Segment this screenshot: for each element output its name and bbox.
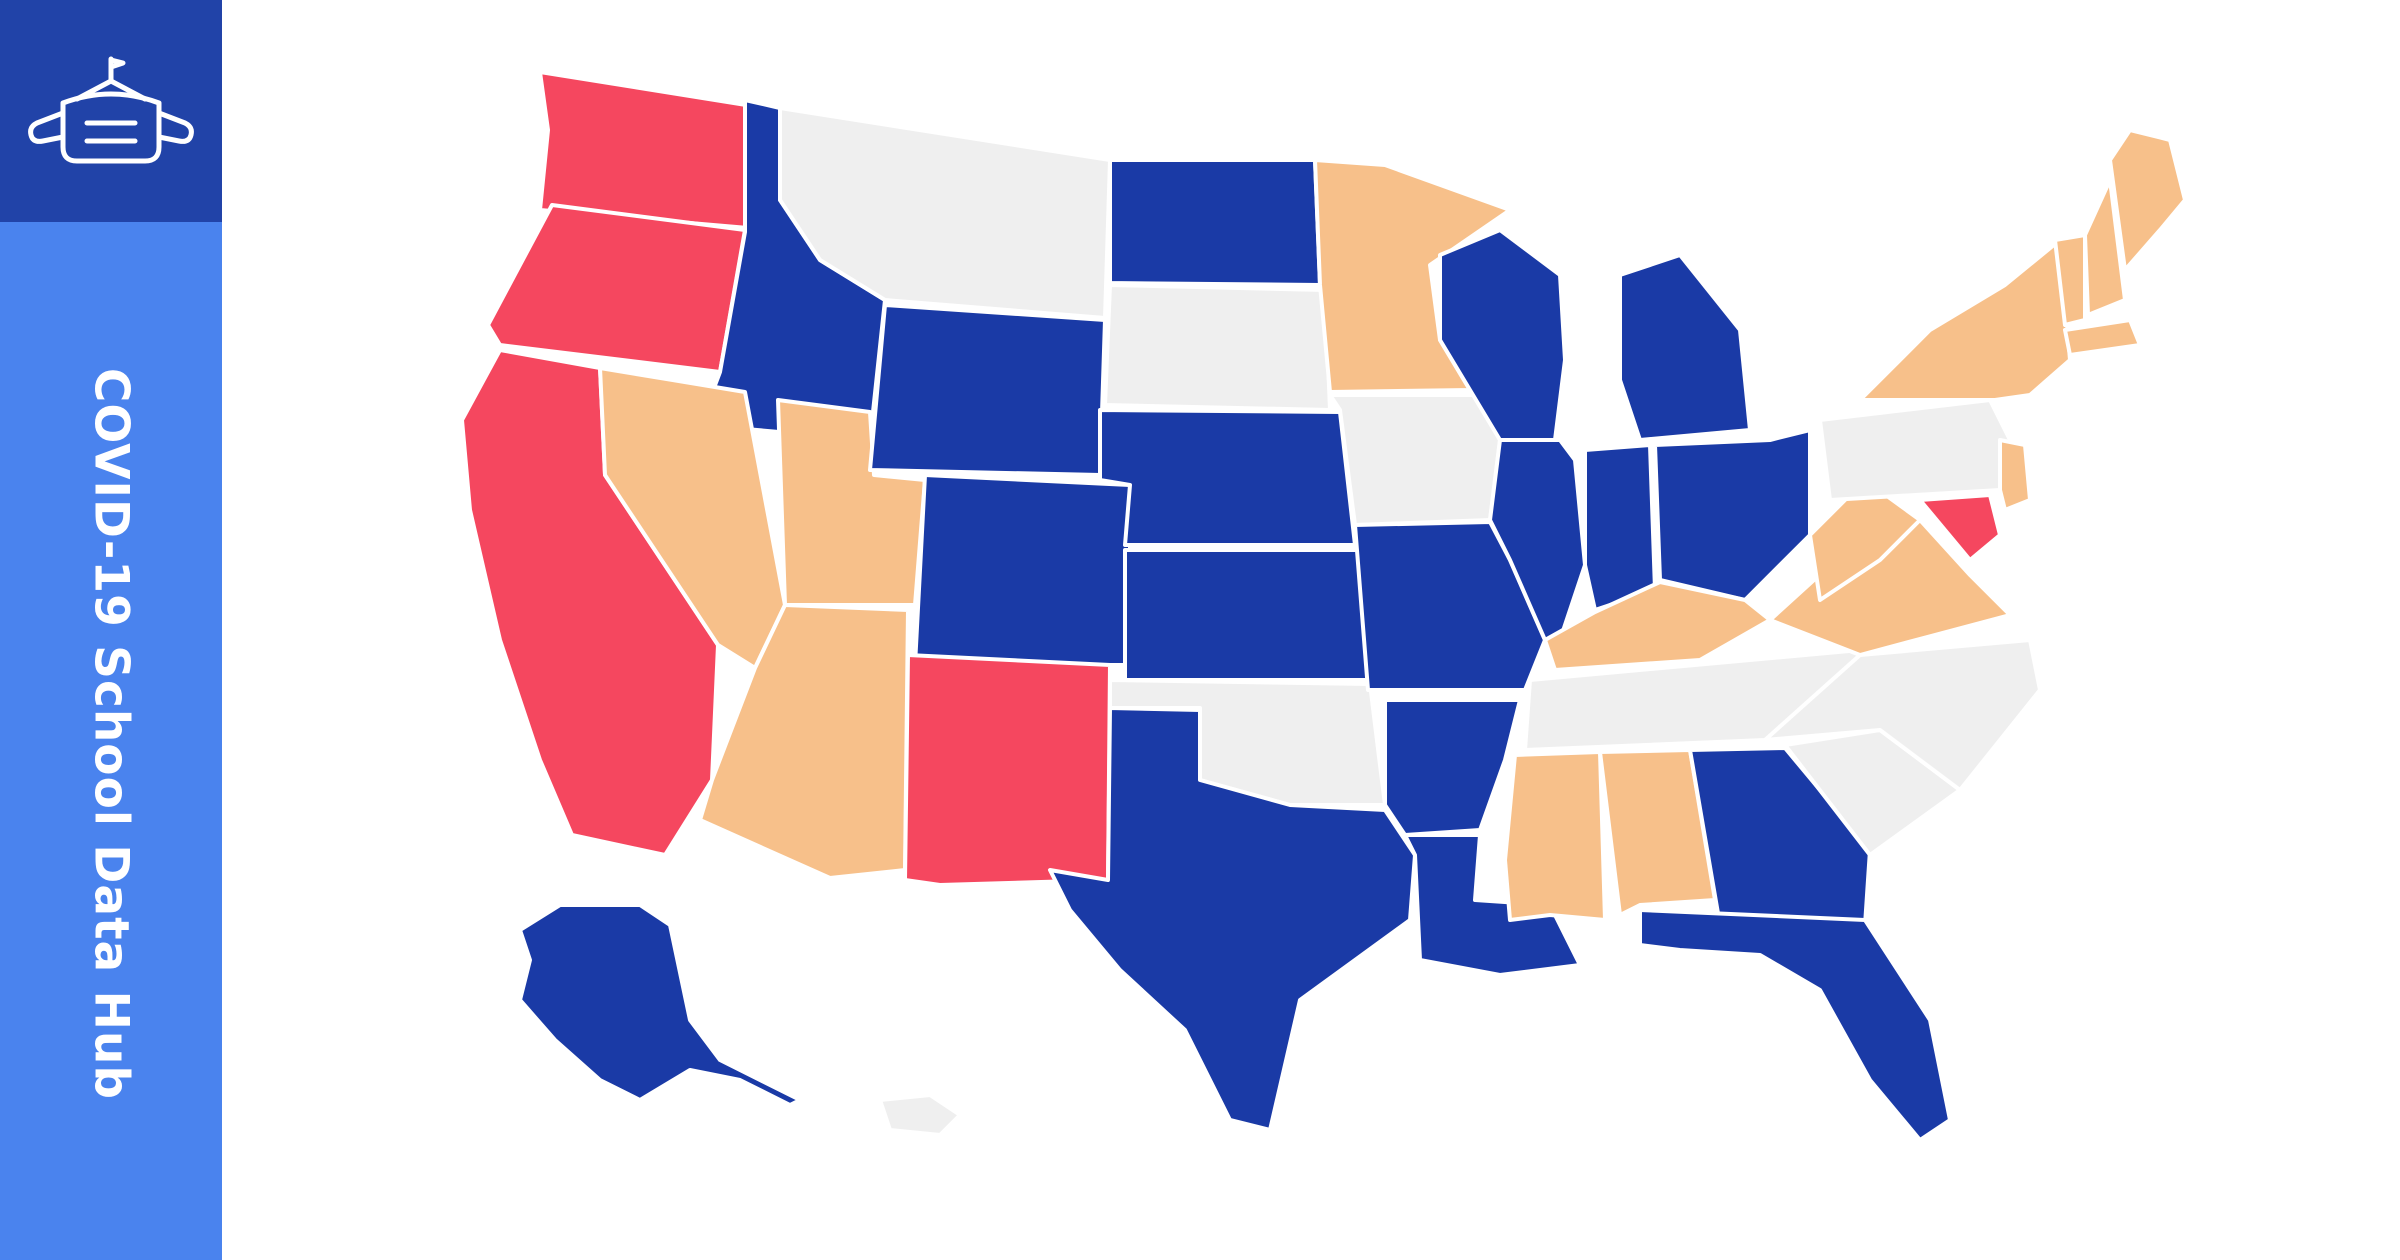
state-tx[interactable] [1048, 706, 1417, 1132]
state-nm[interactable] [903, 653, 1112, 887]
site-title: COVID-19 School Data Hub [83, 367, 139, 1101]
state-md[interactable] [1918, 493, 2002, 562]
state-la[interactable] [1403, 833, 1582, 977]
state-ms[interactable] [1503, 750, 1607, 922]
state-oh[interactable] [1653, 428, 1812, 602]
us-map [222, 0, 2400, 1260]
state-wy[interactable] [868, 303, 1107, 477]
state-ny[interactable] [1858, 238, 2072, 402]
state-ia[interactable] [1328, 393, 1502, 527]
state-ma[interactable] [2063, 318, 2142, 357]
state-ak[interactable] [518, 903, 802, 1107]
state-hi[interactable] [878, 1093, 962, 1137]
state-az[interactable] [698, 603, 910, 880]
state-fl[interactable] [1638, 908, 1952, 1142]
state-nh[interactable] [2083, 178, 2127, 317]
state-vt[interactable] [2053, 233, 2087, 327]
state-wa[interactable] [538, 70, 767, 230]
state-al[interactable] [1598, 748, 1717, 917]
state-in[interactable] [1583, 443, 1657, 612]
state-me[interactable] [2108, 128, 2187, 272]
state-or[interactable] [486, 203, 747, 374]
state-pa[interactable] [1818, 398, 2017, 502]
school-building-icon [28, 56, 194, 164]
state-ga[interactable] [1688, 746, 1872, 927]
logo[interactable] [0, 0, 222, 222]
state-ne[interactable] [1098, 408, 1357, 547]
state-sd[interactable] [1103, 283, 1332, 412]
state-nd[interactable] [1108, 158, 1322, 287]
state-ky[interactable] [1543, 580, 1772, 672]
state-nj[interactable] [1998, 438, 2032, 512]
state-ks[interactable] [1123, 548, 1370, 682]
us-choropleth-map [460, 70, 2187, 1142]
state-co[interactable] [913, 473, 1132, 667]
state-mi[interactable] [1618, 253, 1752, 442]
state-ar[interactable] [1383, 698, 1522, 837]
sidebar: COVID-19 School Data Hub [0, 0, 222, 1260]
